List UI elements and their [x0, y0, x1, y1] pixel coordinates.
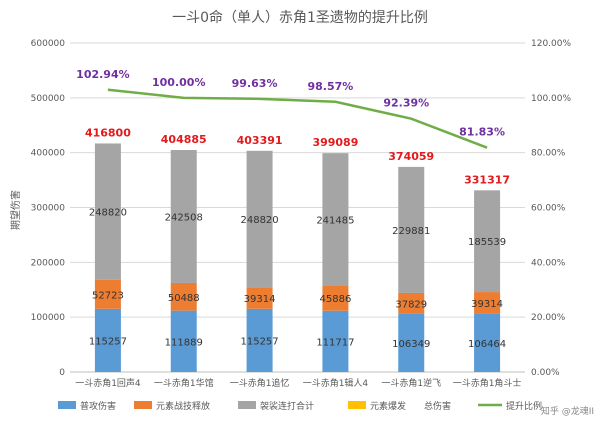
y2-tick-label: 100.00%: [531, 94, 571, 104]
ratio-value-label: 81.83%: [459, 126, 505, 139]
segment-value-label: 241485: [316, 215, 354, 226]
total-labels: 416800 404885 403391 399089 374059 331317: [85, 126, 510, 186]
y-tick-label: 500000: [31, 94, 66, 104]
bar-segment: [246, 308, 273, 372]
category-label: 一斗赤角1回声4: [75, 377, 141, 389]
bar-segment: [322, 153, 349, 286]
y-tick-label: 400000: [31, 149, 66, 159]
bar-segment: [398, 313, 425, 372]
category-label: 一斗赤角1辑人4: [303, 377, 369, 389]
y2-tick-label: 40.00%: [531, 258, 566, 268]
stacked-bars: [94, 143, 501, 372]
chart-title: 一斗0命（单人）赤角1圣遗物的提升比例: [172, 9, 428, 26]
legend: 普攻伤害 元素战技释放 袈裟连打合计 元素爆发 总伤害 提升比例: [58, 400, 542, 412]
segment-value-label: 106464: [468, 339, 506, 350]
legend-label: 提升比例: [506, 400, 542, 412]
legend-swatch: [238, 401, 256, 409]
segment-value-label: 248820: [89, 208, 127, 219]
segment-value-label: 106349: [392, 339, 430, 350]
y-tick-label: 200000: [31, 258, 66, 268]
ratio-value-label: 102.94%: [76, 68, 129, 81]
segment-value-label: 242508: [165, 212, 203, 223]
category-label: 一斗赤角1角斗士: [453, 377, 522, 389]
gridlines: [70, 42, 525, 373]
legend-swatch: [58, 401, 76, 409]
bar-segment: [474, 292, 501, 314]
legend-swatch: [348, 401, 366, 409]
bar-segment: [170, 310, 197, 372]
segment-value-label: 229881: [392, 226, 430, 237]
legend-label: 袈裟连打合计: [260, 400, 314, 412]
category-label: 一斗赤角1逆飞: [381, 377, 441, 389]
y2-tick-label: 120.00%: [531, 39, 571, 49]
segment-value-label: 45886: [320, 294, 352, 305]
legend-label: 元素爆发: [370, 400, 406, 412]
bar-segment: [322, 285, 349, 311]
segment-value-label: 39314: [244, 294, 276, 305]
segment-value-label: 52723: [92, 290, 124, 301]
bar-segment: [322, 310, 349, 372]
segment-value-label: 115257: [240, 336, 278, 347]
total-value-label: 416800: [85, 126, 131, 139]
bar-segment: [94, 308, 121, 372]
total-value-label: 374059: [388, 150, 434, 163]
total-value-label: 399089: [312, 136, 358, 149]
legend-swatch: [134, 401, 152, 409]
bar-segment: [398, 292, 425, 314]
bar-segment: [94, 279, 121, 309]
bar-segment: [94, 143, 121, 280]
ratio-value-label: 92.39%: [383, 97, 429, 110]
total-value-label: 404885: [161, 133, 207, 146]
category-label: 一斗赤角1追忆: [230, 377, 290, 389]
segment-value-label: 185539: [468, 237, 506, 248]
ratio-line-path: [107, 88, 488, 149]
segment-labels: 115257 52723 248820 111889 50488 242508 115257…: [89, 208, 506, 350]
y2-tick-label: 0.00%: [531, 368, 560, 378]
segment-value-label: 248820: [240, 215, 278, 226]
y-tick-label: 0: [59, 368, 65, 378]
segment-value-label: 115257: [89, 336, 127, 347]
y2-tick-label: 20.00%: [531, 313, 566, 323]
category-label: 一斗赤角1华馆: [154, 377, 214, 389]
legend-label: 普攻伤害: [80, 400, 116, 412]
y-axis-label: 期望伤害: [9, 190, 22, 230]
y-tick-label: 600000: [31, 39, 66, 49]
bar-segment: [170, 149, 197, 283]
bar-segment: [474, 190, 501, 293]
left-axis-ticks: 0 100000 200000 300000 400000 500000 600000: [31, 39, 66, 378]
ratio-value-label: 99.63%: [232, 77, 278, 90]
y-tick-label: 300000: [31, 204, 66, 214]
bar-segment: [398, 166, 425, 293]
segment-value-label: 39314: [471, 299, 503, 310]
segment-value-label: 37829: [395, 299, 427, 310]
bar-segment: [474, 313, 501, 372]
total-value-label: 403391: [237, 134, 283, 147]
segment-value-label: 111889: [165, 337, 203, 348]
segment-value-label: 111717: [316, 337, 354, 348]
total-value-label: 331317: [464, 173, 510, 186]
bar-segment: [170, 282, 197, 311]
ratio-value-label: 100.00%: [152, 76, 205, 89]
bar-segment: [246, 287, 273, 309]
watermark: 知乎 @龙魂II: [541, 405, 594, 417]
right-axis-ticks: 0.00% 20.00% 40.00% 60.00% 80.00% 100.00% 120.…: [531, 39, 571, 378]
legend-label: 总伤害: [424, 400, 451, 412]
segment-value-label: 50488: [168, 293, 200, 304]
y2-tick-label: 80.00%: [531, 149, 566, 159]
y2-tick-label: 60.00%: [531, 204, 566, 214]
legend-label: 元素战技释放: [156, 400, 210, 412]
bar-segment: [246, 150, 273, 288]
ratio-value-label: 98.57%: [308, 80, 354, 93]
category-labels: 一斗赤角1回声4 一斗赤角1华馆 一斗赤角1追忆 一斗赤角1辑人4 一斗赤角1逆飞 一斗赤…: [75, 377, 521, 389]
ratio-line: 102.94% 100.00% 99.63% 98.57% 92.39% 81.83%: [76, 68, 505, 149]
y-tick-label: 100000: [31, 313, 66, 323]
